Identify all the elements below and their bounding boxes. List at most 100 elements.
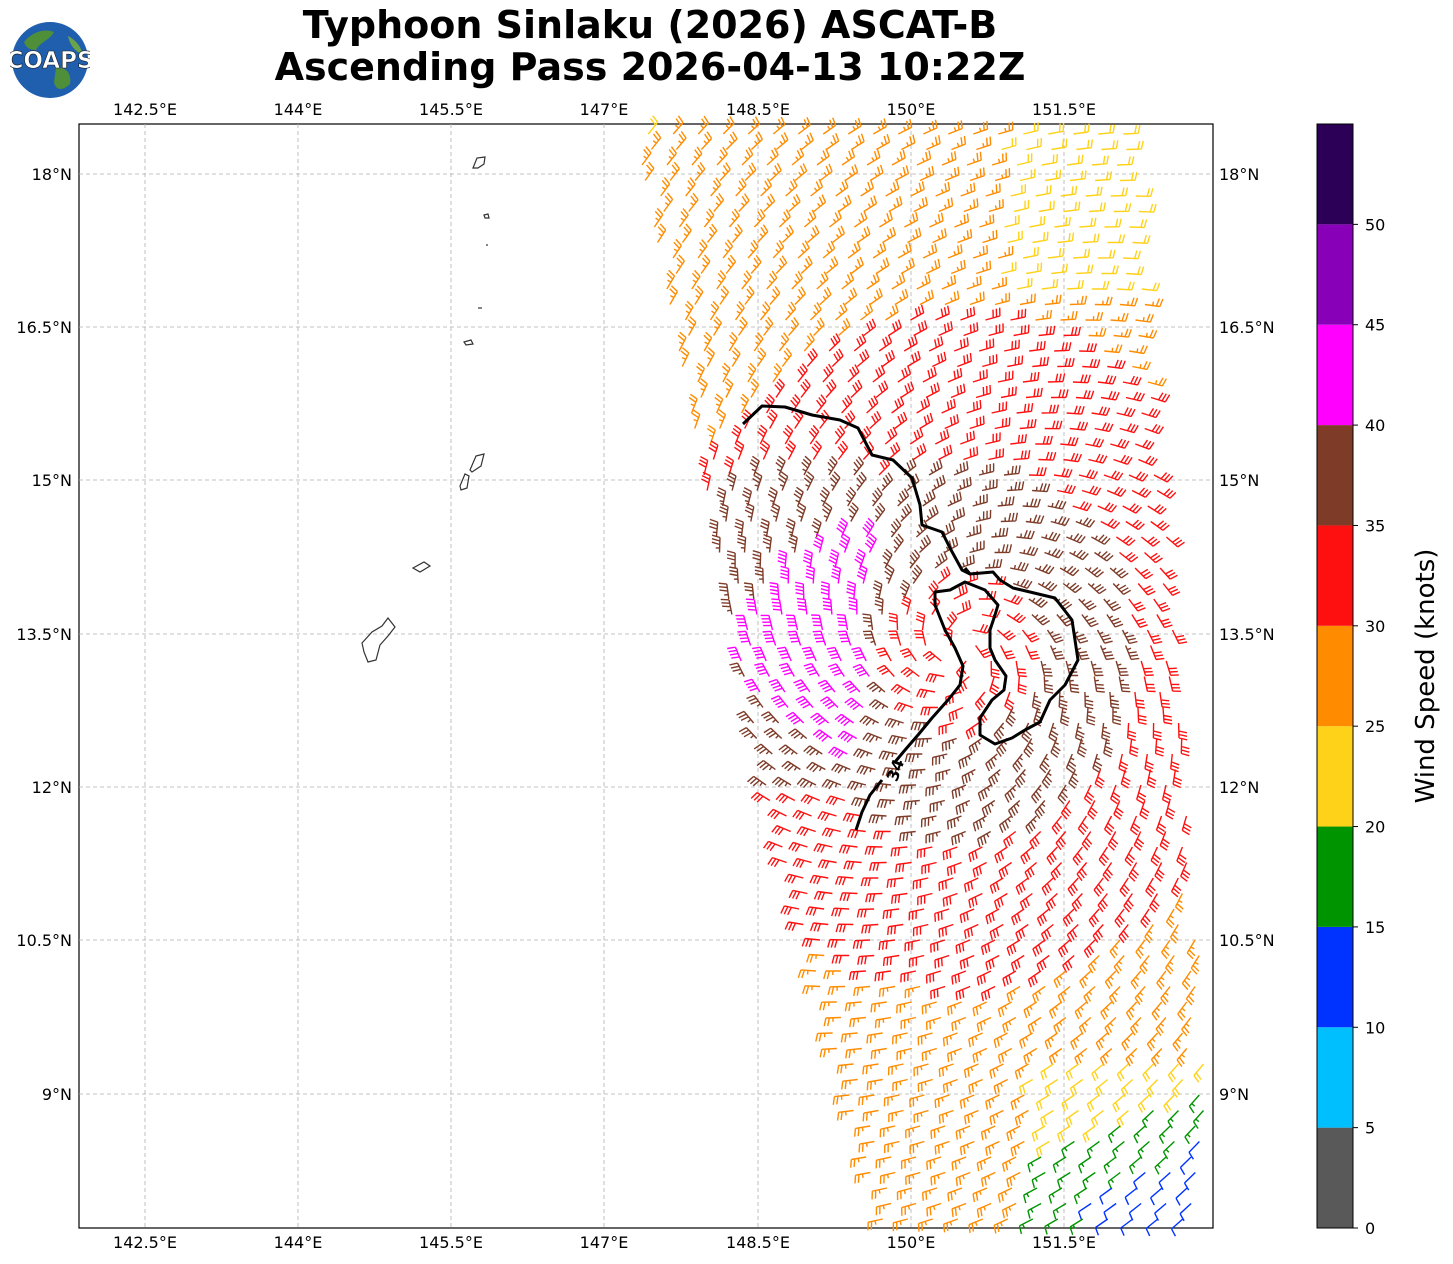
wind-barb: [985, 307, 1001, 321]
wind-barb: [954, 213, 970, 228]
wind-barb: [1084, 567, 1104, 578]
wind-barb: [1022, 246, 1039, 259]
wind-barb: [806, 761, 826, 773]
figure-title: Typhoon Sinlaku (2026) ASCAT-B Ascending…: [0, 4, 1300, 88]
wind-barb: [1016, 277, 1033, 290]
colorbar-tick-label: 0: [1365, 1219, 1375, 1238]
wind-barb: [801, 455, 812, 476]
wind-barb: [941, 521, 956, 538]
wind-barb: [990, 660, 1000, 679]
wind-barb: [943, 627, 953, 646]
wind-barb: [743, 678, 761, 693]
wind-barb: [862, 732, 882, 743]
wind-barb: [844, 697, 864, 711]
wind-barb: [1159, 567, 1178, 580]
wind-barb: [975, 645, 993, 659]
wind-barb: [1128, 862, 1139, 882]
wind-barb: [868, 814, 887, 824]
wind-barb: [1070, 1032, 1084, 1050]
wind-barb: [775, 255, 788, 274]
wind-barb: [976, 1016, 992, 1033]
wind-barb: [951, 830, 966, 846]
wind-barb: [767, 409, 778, 429]
wind-barb: [1159, 831, 1170, 851]
wind-barb: [1140, 536, 1161, 547]
wind-barb: [930, 1171, 946, 1186]
wind-barb: [776, 646, 792, 662]
wind-barb: [737, 534, 747, 553]
wind-barb: [917, 1218, 934, 1232]
wind-barb: [797, 117, 811, 135]
wind-barb: [1167, 1063, 1180, 1083]
wind-barb: [978, 463, 995, 476]
wind-barb: [963, 322, 979, 337]
wind-barb: [1027, 970, 1042, 988]
wind-barb: [946, 611, 958, 631]
wind-barb: [771, 598, 783, 615]
wind-barb: [795, 581, 805, 600]
wind-barb: [915, 611, 926, 631]
wind-barb: [1069, 1078, 1084, 1097]
wind-barb: [874, 970, 891, 982]
wind-barb: [1062, 954, 1075, 973]
wind-barb: [851, 133, 865, 151]
wind-barb: [849, 1016, 866, 1028]
wind-barb: [848, 596, 858, 615]
wind-barb: [874, 1016, 892, 1029]
wind-barb: [850, 797, 870, 807]
wind-barb: [955, 799, 971, 815]
wind-barb: [1071, 629, 1089, 644]
wind-barb: [881, 349, 896, 368]
wind-barb: [872, 118, 887, 135]
wind-barb: [1129, 219, 1148, 229]
wind-barb: [993, 892, 1008, 910]
wind-barb: [723, 455, 735, 476]
wind-barb: [1170, 877, 1182, 898]
wind-barb: [1087, 582, 1107, 595]
wind-barb: [1158, 1125, 1171, 1144]
wind-barb: [897, 488, 910, 507]
wind-barb: [1152, 722, 1162, 741]
wind-barb: [691, 409, 701, 429]
wind-barb: [729, 566, 739, 584]
wind-barb: [713, 316, 723, 336]
wind-barb: [774, 378, 785, 398]
wind-barb: [1007, 230, 1023, 244]
wind-barb: [879, 211, 893, 228]
wind-barb: [1156, 488, 1177, 499]
wind-barb: [941, 151, 957, 166]
wind-barb: [1044, 548, 1064, 559]
wind-barb: [1053, 1016, 1067, 1035]
wind-barb: [796, 826, 816, 837]
wind-barb: [1177, 1001, 1188, 1021]
wind-barb: [904, 939, 921, 952]
wind-barb: [1015, 923, 1029, 941]
wind-barb: [1019, 293, 1036, 306]
wind-barb: [698, 455, 709, 476]
wind-barb: [938, 1063, 954, 1078]
wind-barb: [1021, 629, 1040, 643]
wind-barb: [854, 1171, 871, 1184]
wind-barb: [1051, 815, 1063, 835]
wind-barb: [808, 424, 820, 445]
wind-barb: [757, 424, 768, 445]
wind-barb: [828, 333, 841, 352]
wind-barb: [891, 273, 906, 290]
wind-barb: [775, 792, 796, 804]
wind-barb: [1169, 924, 1179, 944]
wind-barb: [951, 784, 967, 800]
wind-barb: [731, 223, 743, 243]
wind-barb: [688, 192, 699, 212]
wind-barb: [1141, 282, 1161, 292]
wind-barb: [752, 471, 763, 491]
wind-barb: [921, 1047, 938, 1062]
wind-barb: [1014, 1109, 1029, 1126]
wind-barb: [883, 1094, 900, 1107]
wind-barb: [886, 877, 904, 888]
wind-barb: [822, 117, 837, 135]
wind-barb: [1029, 215, 1046, 228]
wind-barb: [991, 276, 1007, 290]
wind-barb: [1130, 1017, 1142, 1036]
wind-barb: [836, 517, 849, 538]
wind-barb: [1050, 389, 1069, 399]
